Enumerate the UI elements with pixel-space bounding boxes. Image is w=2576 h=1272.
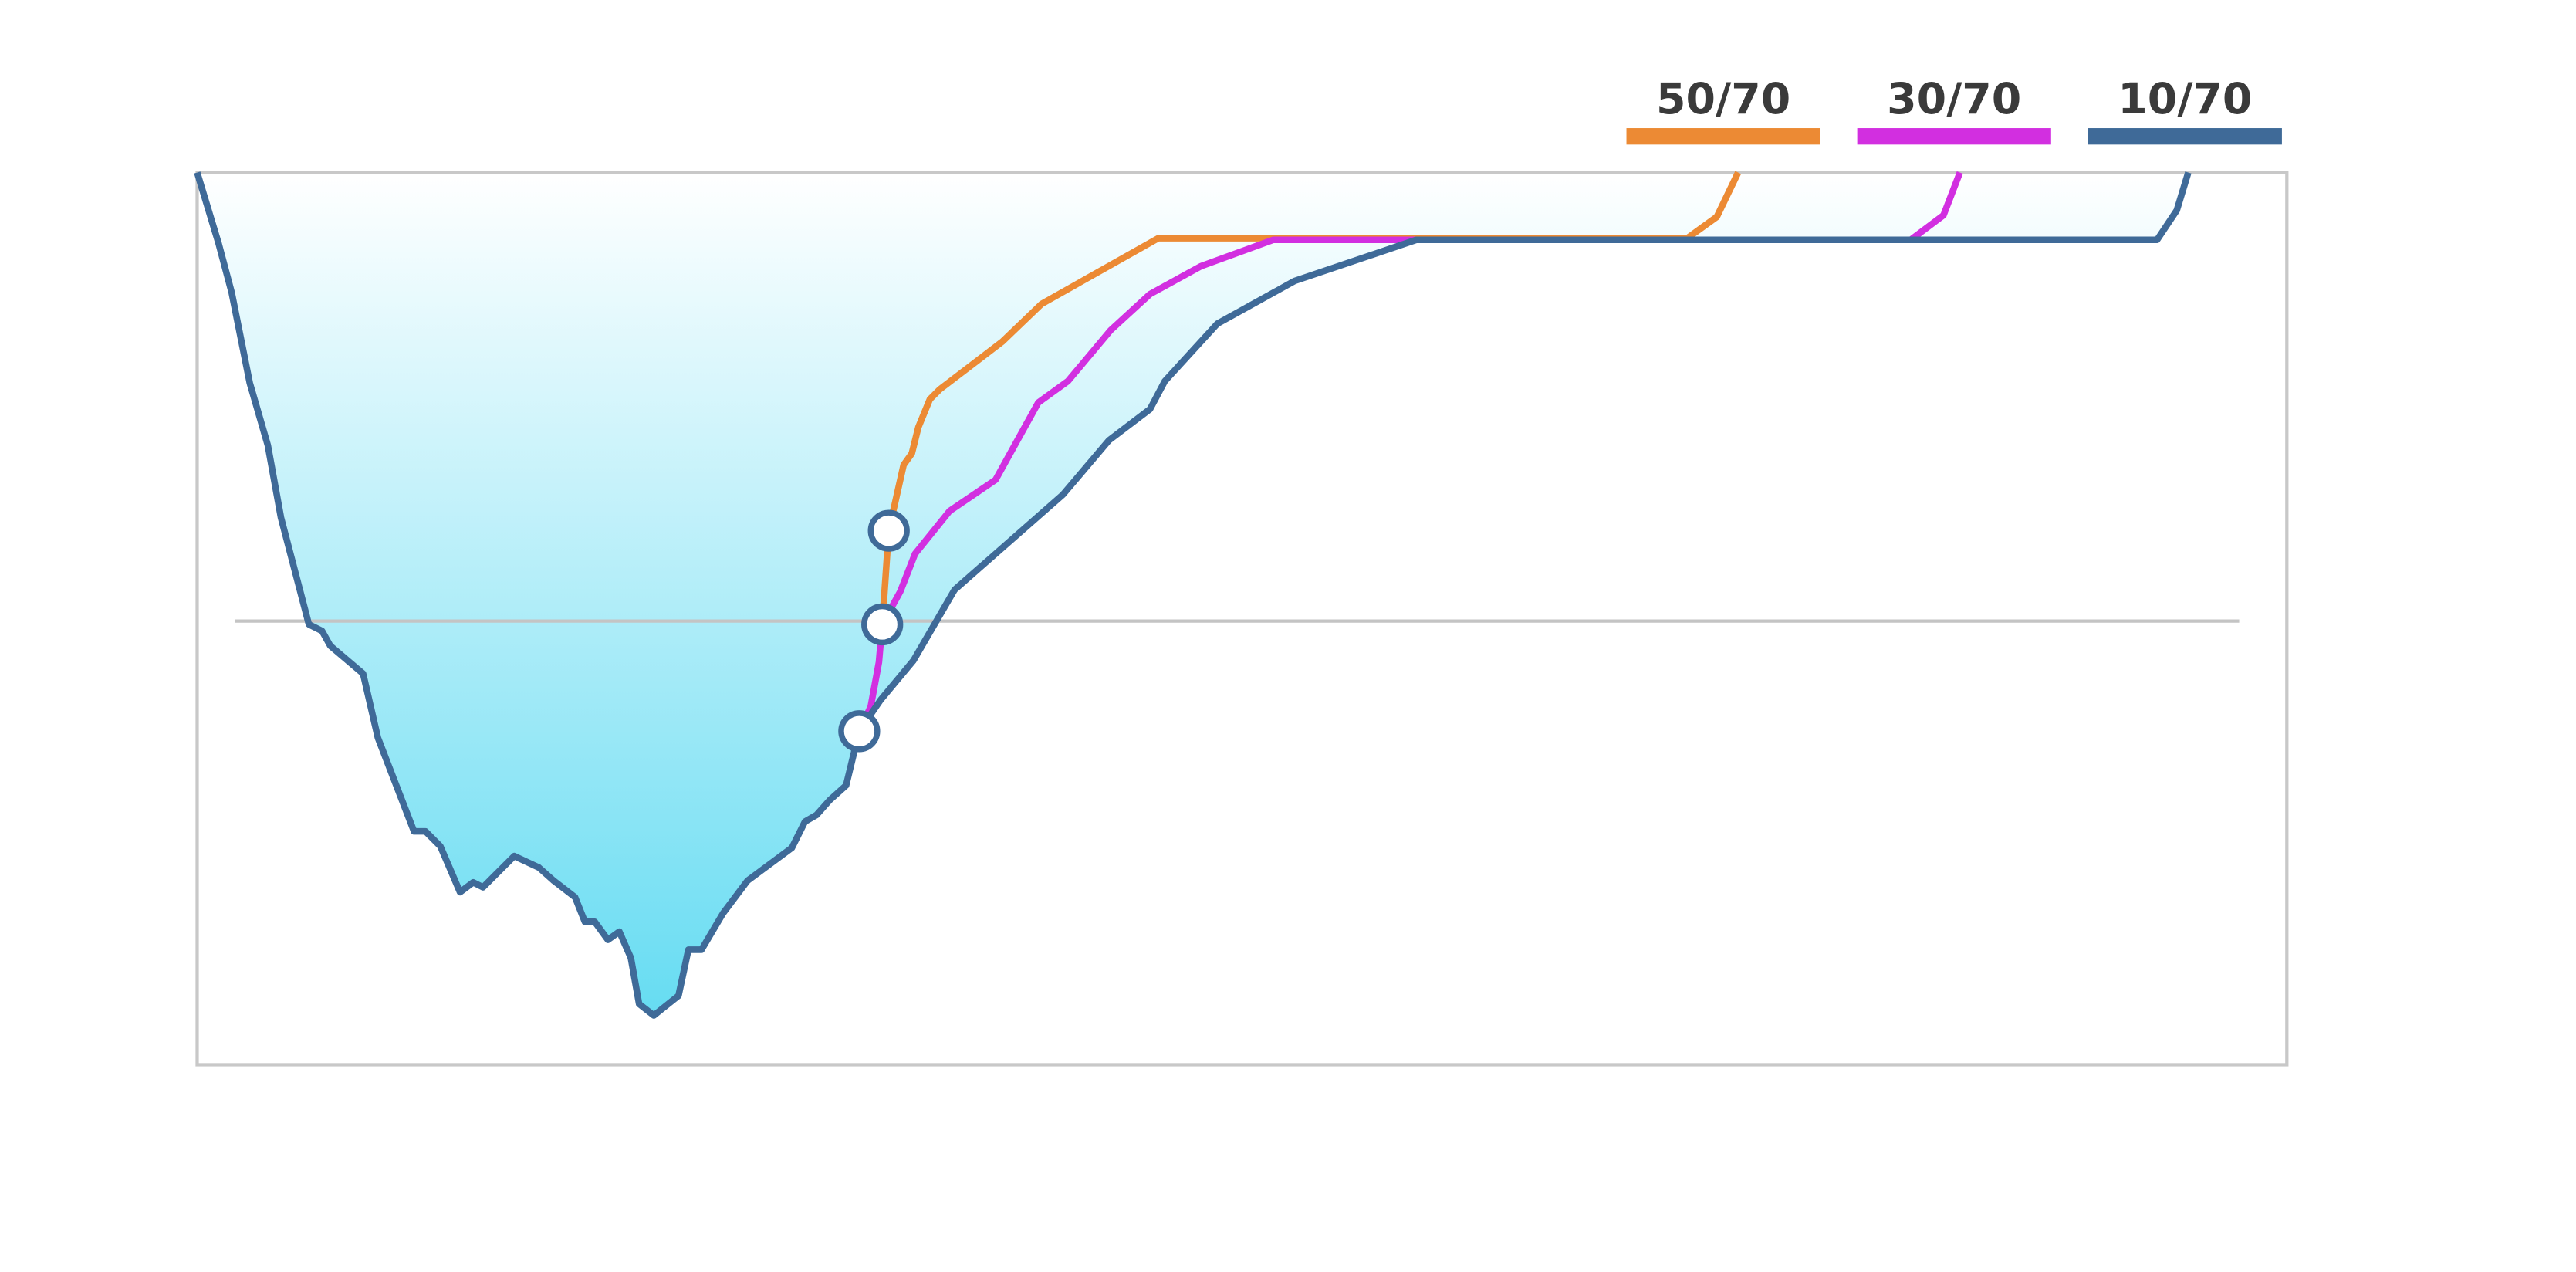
legend-swatch bbox=[2088, 128, 2282, 145]
point-marker bbox=[867, 509, 910, 552]
point-marker bbox=[861, 603, 904, 646]
legend-swatch bbox=[1857, 128, 2051, 145]
legend-swatch bbox=[1626, 128, 1820, 145]
legend-label: 10/70 bbox=[2118, 75, 2252, 124]
legend-label: 50/70 bbox=[1656, 75, 1790, 124]
legend-label: 30/70 bbox=[1887, 75, 2021, 124]
plot-frame bbox=[195, 171, 2289, 1067]
point-marker bbox=[838, 710, 881, 753]
series-line bbox=[194, 171, 2192, 1019]
fill-area bbox=[197, 172, 2189, 1016]
